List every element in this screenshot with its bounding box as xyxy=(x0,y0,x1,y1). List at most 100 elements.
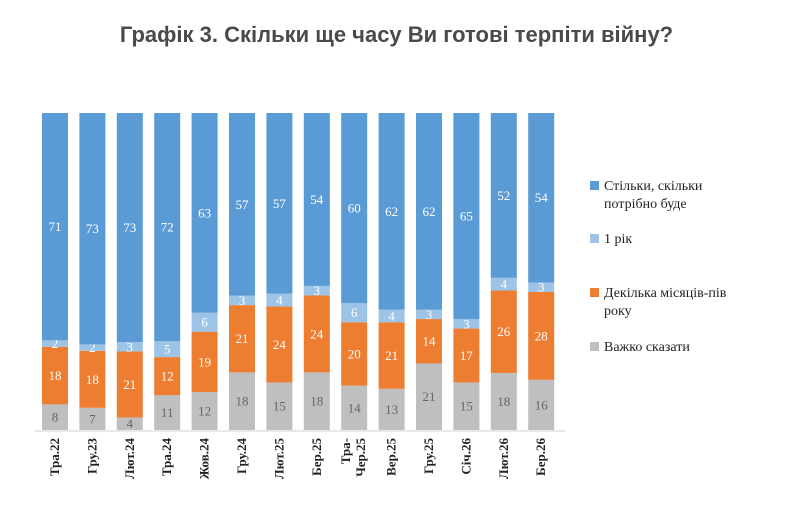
category-label: Тра.22 xyxy=(47,438,62,476)
bar-segment xyxy=(378,388,405,430)
category-label: Бер.26 xyxy=(533,438,548,476)
category-label: Гру.25 xyxy=(421,438,436,474)
bar-segment xyxy=(453,328,480,383)
category-label: Лют.24 xyxy=(122,438,137,480)
bar-segment xyxy=(116,351,143,418)
bar-segment xyxy=(42,404,68,430)
category-label: Гру.24 xyxy=(234,438,249,474)
bar-segment xyxy=(154,113,181,342)
data-label: 24 xyxy=(310,326,324,341)
data-label: 54 xyxy=(535,190,549,205)
bar-segment xyxy=(453,319,480,329)
bar-segment xyxy=(266,113,293,294)
bar-segment xyxy=(303,113,330,286)
bar-segment xyxy=(378,309,405,323)
data-label: 62 xyxy=(423,204,436,219)
bar-segment xyxy=(528,113,555,283)
bar-segment xyxy=(528,282,555,292)
bar-segment xyxy=(528,379,555,430)
data-label: 15 xyxy=(460,399,473,414)
data-label: 73 xyxy=(86,221,99,236)
bar-segment xyxy=(490,277,517,291)
data-label: 3 xyxy=(239,293,246,308)
data-label: 15 xyxy=(273,399,286,414)
bar-segment xyxy=(42,113,68,341)
bar-segment xyxy=(266,382,293,430)
data-label: 72 xyxy=(161,220,174,235)
data-label: 20 xyxy=(348,346,361,361)
bar-segment xyxy=(116,342,143,352)
data-label: 24 xyxy=(273,337,287,352)
bar-segment xyxy=(416,113,442,310)
category-label: Січ.26 xyxy=(458,438,473,475)
bar-segment xyxy=(490,113,517,278)
bar-segment xyxy=(79,113,106,345)
data-label: 7 xyxy=(89,411,96,426)
data-label: 14 xyxy=(348,400,362,415)
data-label: 18 xyxy=(49,368,62,383)
legend-swatch xyxy=(590,181,599,190)
data-label: 16 xyxy=(535,397,549,412)
category-label: Гру.23 xyxy=(84,438,99,474)
legend-label: 1 рік xyxy=(604,232,632,247)
data-label: 65 xyxy=(460,209,473,224)
data-label: 5 xyxy=(164,342,171,357)
data-label: 14 xyxy=(423,334,437,349)
data-label: 26 xyxy=(497,324,511,339)
data-label: 2 xyxy=(52,336,59,351)
bar-segment xyxy=(416,309,442,320)
bar-segment xyxy=(229,295,255,306)
bar-segment xyxy=(79,344,106,351)
data-label: 8 xyxy=(52,410,59,425)
data-label: 18 xyxy=(310,394,323,409)
bar-segment xyxy=(116,417,143,430)
chart-title: Графік 3. Скільки ще часу Ви готові терп… xyxy=(119,22,674,47)
legend-label: Стільки, скільки потрібно буде xyxy=(604,179,703,212)
bar-segment xyxy=(528,291,555,380)
data-label: 2 xyxy=(89,340,96,355)
bar-segment xyxy=(229,305,255,373)
bar-segment xyxy=(303,372,330,430)
data-label: 6 xyxy=(351,305,358,320)
data-label: 12 xyxy=(161,369,174,384)
bar-segment xyxy=(416,319,442,364)
data-label: 12 xyxy=(198,403,211,418)
legend-swatch xyxy=(590,234,599,243)
bars-group: 8182717182734213731112572121966318213571… xyxy=(35,113,565,432)
data-label: 4 xyxy=(388,308,395,323)
bar-segment xyxy=(191,391,218,430)
data-label: 57 xyxy=(273,196,287,211)
data-label: 21 xyxy=(236,331,249,346)
bar-segment xyxy=(303,285,330,296)
data-label: 18 xyxy=(497,394,510,409)
legend-swatch xyxy=(590,342,599,351)
bar-segment xyxy=(191,331,218,392)
category-label: Бер.25 xyxy=(309,438,324,476)
bar-segment xyxy=(341,303,368,323)
bar-segment xyxy=(154,395,181,430)
category-label: Жов.24 xyxy=(197,438,212,480)
bar-segment xyxy=(191,312,218,332)
bar-segment xyxy=(229,372,255,430)
bar-segment xyxy=(79,350,106,408)
category-label: Лют.26 xyxy=(496,438,511,480)
data-label: 73 xyxy=(123,220,136,235)
data-label: 13 xyxy=(385,402,398,417)
data-label: 21 xyxy=(385,348,398,363)
data-label: 4 xyxy=(276,293,283,308)
bar-segment xyxy=(266,306,293,383)
category-label: Тра.24 xyxy=(159,438,174,477)
category-labels: Тра.22 Гру.23 Лют.24 Тра.24 Жов.24 Гру.24 Лют.… xyxy=(47,438,548,480)
data-label: 21 xyxy=(123,377,136,392)
data-label: 11 xyxy=(161,405,174,420)
data-label: 17 xyxy=(460,348,474,363)
data-label: 18 xyxy=(86,372,99,387)
data-label: 62 xyxy=(385,204,398,219)
bar-segment xyxy=(490,290,517,373)
data-label: 57 xyxy=(236,197,250,212)
data-label: 18 xyxy=(236,394,249,409)
bar-segment xyxy=(42,346,68,405)
data-label: 4 xyxy=(127,416,134,431)
bar-segment xyxy=(416,363,442,430)
